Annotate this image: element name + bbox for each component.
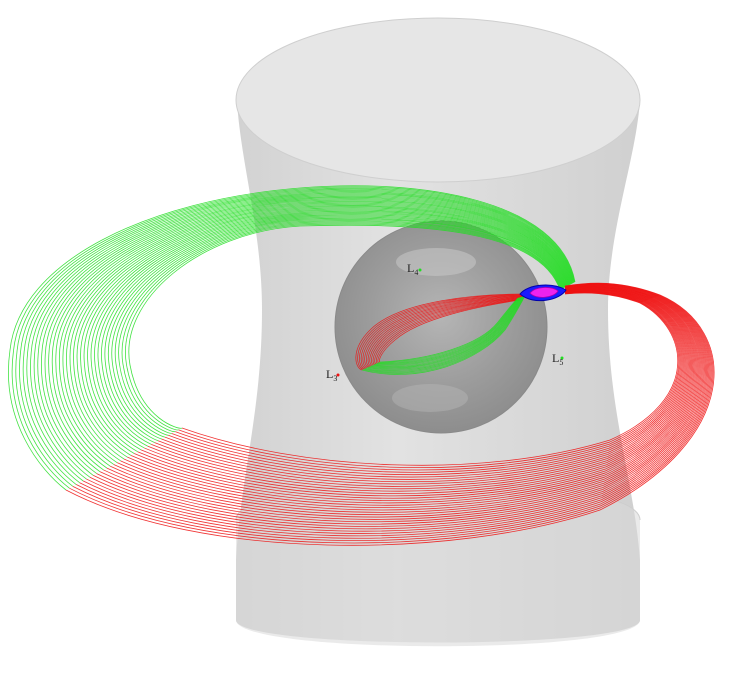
stable-manifold-outer-strand: [157, 290, 686, 483]
unstable-manifold-outer-strand: [19, 188, 575, 485]
stable-manifold-inner-lobe-strand: [362, 295, 524, 369]
primary-sphere: [334, 220, 548, 434]
stable-manifold-outer: [65, 282, 715, 546]
unstable-manifold-inner-lobe-strand: [363, 295, 525, 374]
neck-region: [519, 284, 567, 302]
stable-manifold-outer-strand: [140, 289, 691, 494]
unstable-manifold-outer-strand: [118, 221, 562, 434]
unstable-manifold-outer: [8, 185, 576, 491]
unstable-manifold-inner-lobe-strand: [379, 297, 519, 363]
label-L4: L4: [407, 261, 422, 277]
unstable-manifold-outer-strand: [104, 216, 564, 442]
stable-manifold-outer-strand: [151, 290, 688, 487]
unstable-manifold-outer-strand: [125, 223, 561, 431]
unstable-manifold-outer-strand: [107, 217, 564, 440]
hill-top-cap: [235, 17, 641, 183]
unstable-manifold-inner-lobe-strand: [378, 297, 519, 363]
unstable-manifold-outer-strand: [66, 203, 569, 462]
unstable-manifold-outer-strand: [41, 195, 572, 474]
unstable-manifold-outer-strand: [44, 196, 571, 473]
unstable-manifold-outer-strand: [76, 207, 568, 456]
stable-manifold-inner-lobe-strand: [360, 294, 524, 369]
unstable-manifold-outer-strand: [73, 206, 568, 458]
L3-point: [336, 373, 340, 377]
unstable-manifold-outer-strand: [30, 192, 573, 480]
stable-manifold-outer-strand: [181, 292, 679, 466]
unstable-manifold-outer-strand: [48, 198, 571, 471]
unstable-manifold-outer-strand: [15, 187, 575, 487]
unstable-manifold-inner-lobe: [361, 295, 526, 375]
unstable-manifold-outer-strand: [90, 212, 566, 449]
svg-text:L4: L4: [407, 261, 418, 277]
stable-manifold-inner-lobe-strand: [377, 299, 521, 363]
unstable-manifold-outer-strand: [114, 220, 563, 436]
unstable-manifold-inner-lobe-strand: [373, 297, 521, 366]
stable-manifold-inner-lobe-strand: [366, 296, 523, 367]
unstable-manifold-outer-strand: [97, 214, 565, 445]
L5-point: [560, 356, 564, 360]
unstable-manifold-outer-strand: [128, 224, 561, 429]
unstable-manifold-outer-strand: [22, 190, 574, 484]
unstable-manifold-outer-strand: [87, 210, 566, 451]
svg-text:L5: L5: [552, 351, 563, 367]
unstable-manifold-inner-lobe-strand: [368, 296, 523, 370]
unstable-manifold-outer-strand: [83, 209, 567, 453]
unstable-manifold-outer-strand: [37, 194, 572, 476]
unstable-manifold-outer-strand: [55, 200, 570, 467]
unstable-manifold-outer-strand: [51, 199, 571, 469]
unstable-manifold-outer-strand: [69, 205, 568, 460]
hill-lower-body: [236, 482, 640, 647]
unstable-manifold-outer-strand: [59, 201, 570, 465]
label-L5: L5: [552, 351, 564, 367]
unstable-manifold-inner-lobe-strand: [365, 296, 524, 372]
stable-manifold-inner-lobe-strand: [379, 299, 521, 363]
stable-manifold-inner-lobe-strand: [371, 297, 522, 366]
svg-text:L3: L3: [326, 367, 337, 383]
L4-point: [418, 268, 422, 272]
invariant-manifolds: [8, 185, 715, 546]
stable-manifold-inner-lobe-strand: [359, 294, 525, 370]
unstable-manifold-outer-strand: [94, 213, 565, 447]
unstable-manifold-inner-lobe-strand: [369, 296, 523, 369]
unstable-manifold-outer-strand: [101, 215, 564, 443]
label-L3-main: L: [326, 367, 333, 381]
stable-manifold-outer-strand: [144, 289, 690, 492]
unstable-manifold-outer-strand: [111, 218, 563, 438]
label-L3: L3: [326, 367, 340, 383]
label-L4-sub: 4: [414, 268, 418, 277]
label-L3-sub: 3: [333, 374, 337, 383]
unstable-manifold-inner-lobe-strand: [367, 296, 524, 371]
stable-manifold-inner-lobe-strand: [375, 298, 521, 364]
unstable-manifold-outer-strand: [80, 208, 567, 454]
stable-manifold-inner-lobe: [355, 293, 526, 371]
unstable-manifold-inner-lobe-strand: [374, 297, 521, 365]
stable-manifold-inner-lobe-strand: [374, 298, 522, 365]
label-L4-main: L: [407, 261, 414, 275]
unstable-manifold-inner-lobe-strand: [372, 296, 522, 367]
unstable-manifold-outer-strand: [62, 202, 569, 463]
unstable-manifold-inner-lobe-strand: [376, 297, 520, 365]
stable-manifold-inner-lobe-strand: [367, 296, 523, 367]
label-L5-sub: 5: [559, 358, 563, 367]
unstable-manifold-inner-lobe-strand: [364, 296, 525, 373]
unstable-manifold-outer-strand: [33, 193, 573, 478]
stable-manifold-outer-strand: [147, 289, 689, 490]
neck-periodic-orbit: [529, 287, 559, 298]
unstable-manifold-inner-lobe-strand: [361, 295, 526, 375]
stable-manifold-outer-strand: [154, 290, 687, 485]
stable-manifold-inner-lobe-strand: [357, 294, 525, 370]
unstable-manifold-inner-lobe-strand: [377, 297, 520, 364]
unstable-manifold-inner-lobe-strand: [370, 296, 522, 368]
unstable-manifold-outer-strand: [8, 185, 576, 491]
stable-manifold-inner-lobe-strand: [355, 293, 526, 371]
unstable-manifold-outer-strand: [26, 191, 574, 482]
unstable-manifold-outer-strand: [11, 186, 575, 489]
stable-manifold-inner-lobe-strand: [372, 297, 522, 365]
unstable-manifold-outer-strand: [121, 222, 562, 433]
stable-manifold-inner-lobe-strand: [369, 297, 523, 366]
stable-manifold-inner-lobe-strand: [364, 295, 524, 368]
label-L5-main: L: [552, 351, 559, 365]
